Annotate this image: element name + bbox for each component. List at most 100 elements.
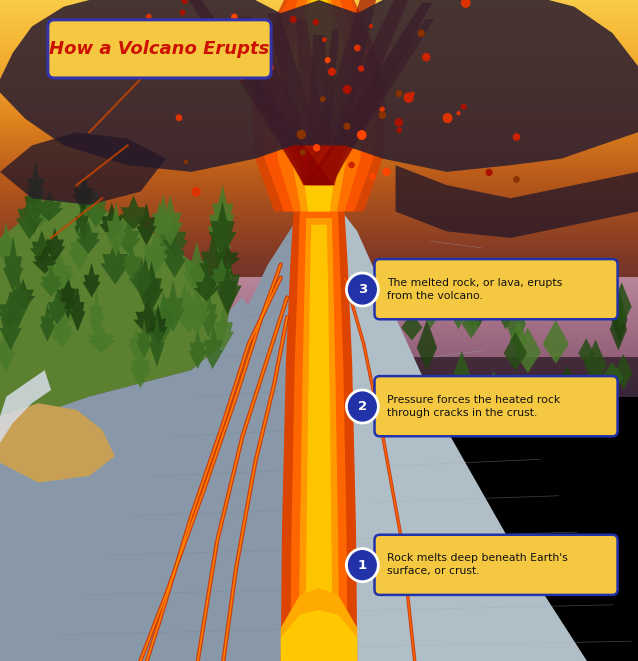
Polygon shape xyxy=(3,237,24,293)
Text: How a Volcano Erupts: How a Volcano Erupts xyxy=(49,40,270,58)
Polygon shape xyxy=(121,244,142,280)
Polygon shape xyxy=(175,289,202,332)
Polygon shape xyxy=(33,247,57,274)
Circle shape xyxy=(329,68,335,75)
Circle shape xyxy=(313,20,318,24)
Circle shape xyxy=(411,93,414,95)
Polygon shape xyxy=(578,338,594,366)
Polygon shape xyxy=(74,200,89,247)
Circle shape xyxy=(486,169,492,175)
Text: Pressure forces the heated rock
through cracks in the crust.: Pressure forces the heated rock through … xyxy=(387,395,561,418)
Polygon shape xyxy=(183,284,211,334)
Polygon shape xyxy=(40,266,63,297)
Polygon shape xyxy=(450,292,467,330)
Polygon shape xyxy=(100,238,130,284)
Polygon shape xyxy=(0,132,166,205)
Polygon shape xyxy=(290,212,348,661)
Circle shape xyxy=(383,169,390,175)
Polygon shape xyxy=(305,225,333,661)
Polygon shape xyxy=(252,0,386,212)
Polygon shape xyxy=(209,202,237,256)
Circle shape xyxy=(344,124,350,130)
Text: The melted rock, or lava, erupts
from the volcano.: The melted rock, or lava, erupts from th… xyxy=(387,278,563,301)
Circle shape xyxy=(370,174,375,179)
Polygon shape xyxy=(30,230,54,263)
Circle shape xyxy=(514,134,519,140)
Polygon shape xyxy=(0,198,230,463)
Polygon shape xyxy=(299,218,339,661)
Polygon shape xyxy=(159,220,176,262)
Polygon shape xyxy=(137,202,156,246)
Polygon shape xyxy=(82,262,101,297)
Circle shape xyxy=(396,119,403,126)
Polygon shape xyxy=(506,296,526,348)
Circle shape xyxy=(321,97,325,101)
FancyBboxPatch shape xyxy=(48,20,271,78)
Polygon shape xyxy=(496,286,516,330)
Polygon shape xyxy=(171,283,198,327)
Circle shape xyxy=(396,91,402,97)
Polygon shape xyxy=(586,381,604,408)
Polygon shape xyxy=(0,0,638,172)
Polygon shape xyxy=(510,320,527,356)
Polygon shape xyxy=(40,303,56,342)
Polygon shape xyxy=(306,3,432,185)
Polygon shape xyxy=(299,0,339,212)
Polygon shape xyxy=(276,0,362,212)
Polygon shape xyxy=(308,19,434,185)
Polygon shape xyxy=(163,217,188,259)
Circle shape xyxy=(419,30,424,36)
Polygon shape xyxy=(199,286,218,338)
Polygon shape xyxy=(68,227,91,271)
Polygon shape xyxy=(396,165,638,238)
Polygon shape xyxy=(51,212,306,661)
Polygon shape xyxy=(214,228,232,260)
Polygon shape xyxy=(26,159,45,214)
Polygon shape xyxy=(459,278,487,330)
Polygon shape xyxy=(281,212,357,661)
Circle shape xyxy=(358,131,366,139)
Polygon shape xyxy=(161,280,185,332)
Polygon shape xyxy=(188,258,208,286)
FancyBboxPatch shape xyxy=(375,376,618,436)
Circle shape xyxy=(461,0,470,7)
Circle shape xyxy=(239,75,244,80)
Circle shape xyxy=(300,150,305,155)
Polygon shape xyxy=(401,312,422,340)
Polygon shape xyxy=(142,265,161,303)
Polygon shape xyxy=(163,235,186,278)
Polygon shape xyxy=(50,314,74,348)
Polygon shape xyxy=(115,219,141,254)
Polygon shape xyxy=(119,195,148,229)
Polygon shape xyxy=(182,241,212,296)
Polygon shape xyxy=(462,280,480,327)
Polygon shape xyxy=(136,319,152,359)
Polygon shape xyxy=(182,0,333,185)
Polygon shape xyxy=(77,221,100,254)
Polygon shape xyxy=(614,354,632,389)
Polygon shape xyxy=(140,260,163,311)
Text: 2: 2 xyxy=(358,400,367,413)
FancyBboxPatch shape xyxy=(375,535,618,595)
Polygon shape xyxy=(188,329,207,369)
Polygon shape xyxy=(0,292,24,327)
Polygon shape xyxy=(305,35,333,185)
Polygon shape xyxy=(514,327,541,373)
Circle shape xyxy=(182,0,187,3)
Polygon shape xyxy=(128,327,144,359)
Circle shape xyxy=(314,145,320,151)
Polygon shape xyxy=(0,222,17,268)
Polygon shape xyxy=(311,29,339,185)
Circle shape xyxy=(346,273,378,306)
Polygon shape xyxy=(70,286,85,332)
Polygon shape xyxy=(72,176,95,210)
Circle shape xyxy=(176,115,182,120)
Polygon shape xyxy=(584,340,607,387)
Polygon shape xyxy=(45,253,75,290)
Polygon shape xyxy=(0,403,115,483)
Polygon shape xyxy=(15,192,43,239)
Polygon shape xyxy=(135,254,156,309)
Polygon shape xyxy=(262,0,376,212)
Polygon shape xyxy=(542,320,569,364)
Polygon shape xyxy=(611,291,628,343)
